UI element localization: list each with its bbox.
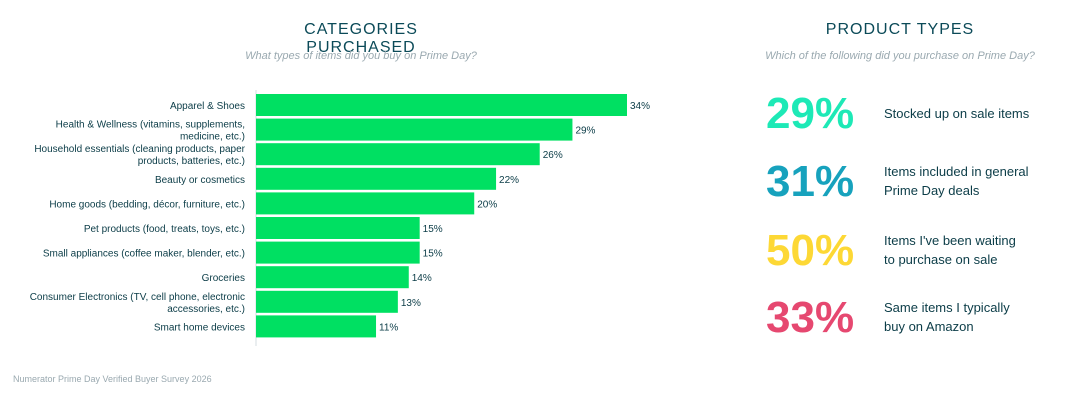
bar-5	[256, 217, 420, 239]
bar-category-label: Pet products (food, treats, toys, etc.)	[84, 224, 245, 235]
bar-value-label: 34%	[630, 101, 650, 112]
bar-value-label: 11%	[379, 322, 398, 333]
bar-8	[256, 290, 398, 313]
source-note: Numerator Prime Day Verified Buyer Surve…	[13, 374, 212, 384]
bar-category-label: Health & Wellness (vitamins, supplements…	[56, 120, 245, 143]
stat-description: Items I've been waiting to purchase on sa…	[884, 233, 1016, 267]
bar-category-label: Smart home devices	[154, 322, 245, 333]
bar-category-label: Household essentials (cleaning products,…	[34, 144, 245, 167]
bar-category-label: Apparel & Shoes	[170, 101, 245, 112]
stat-percentage: 29%	[766, 89, 855, 138]
bar-value-label: 22%	[499, 175, 519, 186]
bar-6	[256, 241, 420, 264]
product-types-title: PRODUCT TYPES	[825, 21, 975, 38]
bar-value-label: 20%	[477, 199, 497, 210]
product-types-subtitle: Which of the following did you purchase …	[765, 50, 1035, 62]
bar-7	[256, 266, 409, 289]
bar-category-label: Home goods (bedding, décor, furniture, e…	[49, 199, 245, 210]
stat-percentage: 31%	[766, 157, 855, 206]
bar-category-label: Small appliances (coffee maker, blender,…	[43, 249, 245, 260]
bar-value-label: 26%	[543, 150, 563, 161]
bar-value-label: 15%	[423, 224, 443, 235]
stat-description: Same items I typically buy on Amazon	[884, 300, 1010, 334]
bar-value-label: 29%	[575, 126, 595, 137]
bar-value-label: 14%	[412, 273, 432, 284]
bar-category-label: Groceries	[202, 273, 245, 284]
stat-percentage: 33%	[766, 293, 855, 342]
categories-bar-chart: 34% Apparel & Shoes 29% Health & Wellness (…	[30, 90, 650, 346]
bar-category-label: Consumer Electronics (TV, cell phone, el…	[30, 292, 245, 315]
categories-subtitle: What types of items did you buy on Prime…	[245, 50, 477, 62]
bar-2	[256, 143, 540, 166]
stat-description: Stocked up on sale items	[884, 106, 1030, 121]
bar-value-label: 15%	[423, 249, 443, 260]
categories-title: CATEGORIES PURCHASED	[304, 21, 418, 56]
bar-3	[256, 167, 497, 190]
bar-9	[256, 315, 377, 338]
stat-description: Items included in general Prime Day deals	[884, 164, 1029, 198]
bar-value-label: 13%	[401, 298, 421, 309]
stat-percentage: 50%	[766, 226, 855, 275]
bar-category-label: Beauty or cosmetics	[155, 175, 245, 186]
bar-0	[256, 94, 627, 116]
bar-1	[256, 118, 573, 141]
bar-4	[256, 192, 475, 215]
